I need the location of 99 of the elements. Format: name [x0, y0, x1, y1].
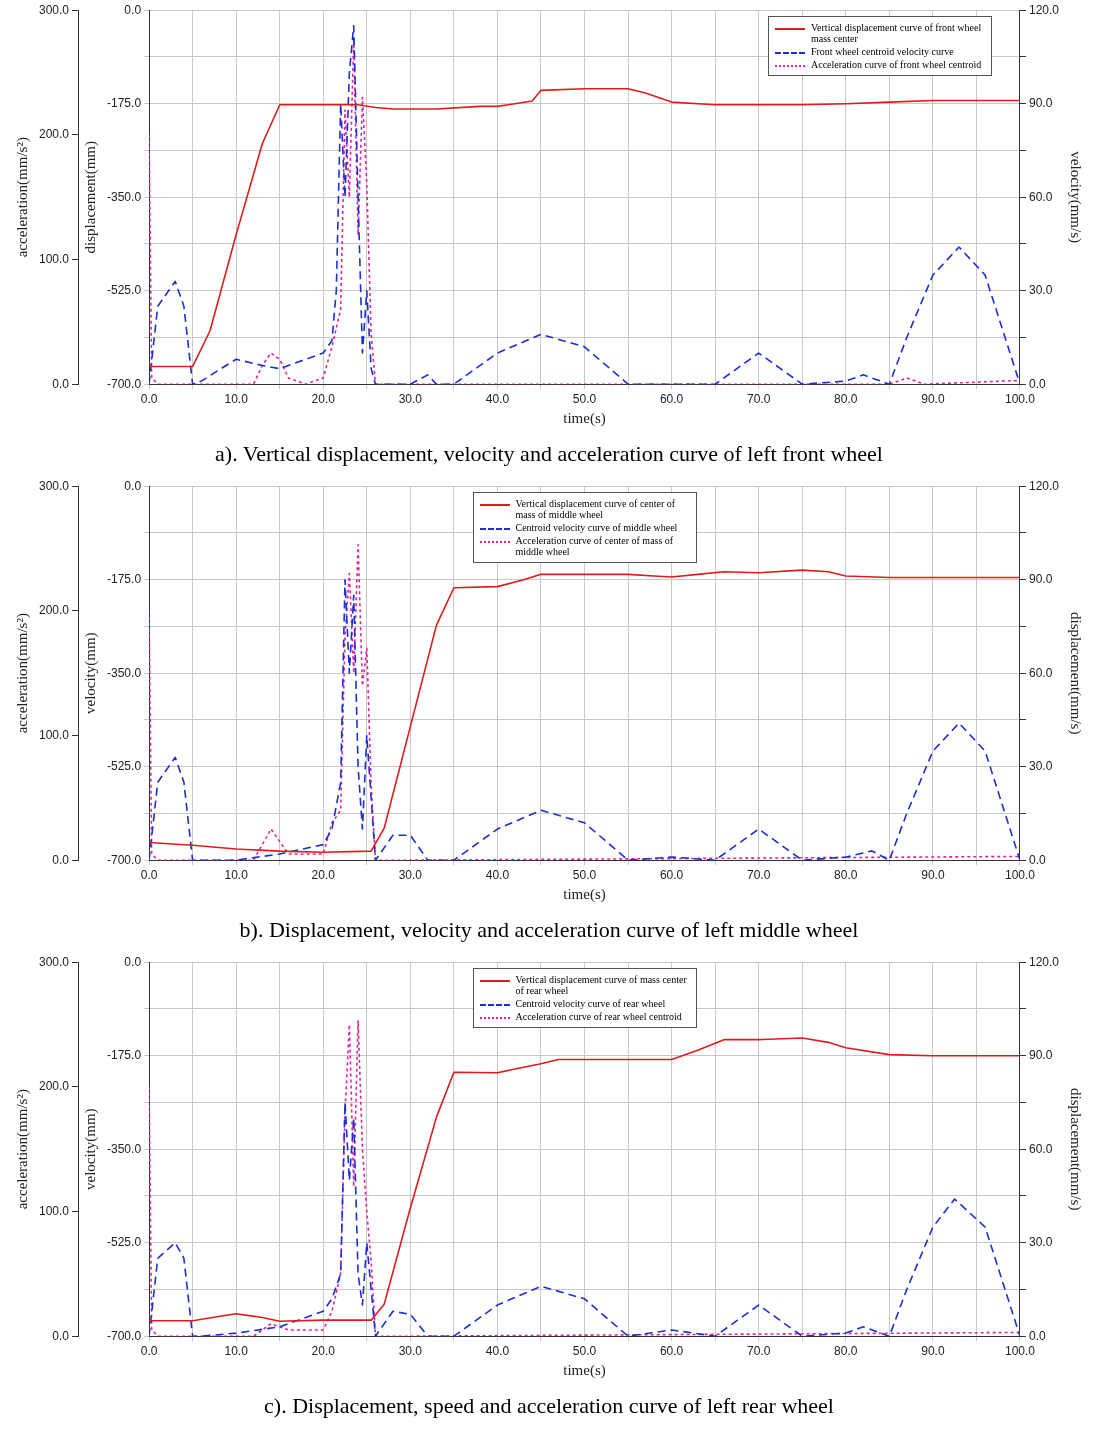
x-tick-label: 100.0 [1004, 867, 1036, 882]
x-tick-label: 60.0 [659, 1343, 684, 1358]
text: a). Vertical displacement, velocity and acceleration curve of left front wheel [215, 440, 883, 466]
legend-label: Vertical displacement curve of front wheel mass center [810, 22, 983, 45]
y-axis-title: velocity(mm) [81, 632, 99, 715]
x-tick-label: 30.0 [398, 391, 423, 406]
y3-tick-label: 0.0 [52, 852, 70, 867]
y-tick-label: 0.0 [124, 2, 142, 17]
y2-tick-label: 120.0 [1028, 2, 1060, 17]
y-tick-label: 0.0 [124, 954, 142, 969]
x-tick-label: 90.0 [921, 1343, 945, 1358]
y-tick-label: -175.0 [107, 1048, 142, 1063]
legend-label: Centroid velocity curve of middle wheel [515, 522, 678, 534]
x-tick-label: 30.0 [398, 867, 423, 882]
y3-tick-label: 200.0 [39, 127, 70, 142]
x-tick-label: 40.0 [485, 391, 510, 406]
y-tick-label: -525.0 [107, 283, 142, 298]
y2-tick-label: 90.0 [1028, 96, 1053, 111]
x-tick-label: 80.0 [834, 391, 858, 406]
y-tick-label: 0.0 [124, 478, 142, 493]
y2-tick-label: 60.0 [1028, 189, 1053, 204]
y-tick-label: -700.0 [107, 852, 142, 867]
x-tick-label: 90.0 [921, 867, 945, 882]
y3-tick-label: 300.0 [39, 478, 70, 493]
x-tick-label: 40.0 [485, 867, 510, 882]
y2-tick-label: 30.0 [1028, 759, 1053, 774]
y-tick-label: -350.0 [107, 1141, 142, 1156]
y2-axis-title: displacement(mm/s) [1067, 1087, 1085, 1211]
x-axis-title: time(s) [563, 1361, 606, 1379]
x-tick-label: 50.0 [572, 1343, 597, 1358]
legend-label: Vertical displacement curve of mass center of rear wheel [515, 974, 688, 997]
legend-label: Acceleration curve of front wheel centroid [810, 59, 982, 71]
x-tick-label: 60.0 [659, 391, 684, 406]
y3-axis-title: acceleration(mm/s²) [13, 137, 31, 258]
y2-axis-title: displacement(mm/s) [1067, 611, 1085, 735]
y-tick-label: -700.0 [107, 376, 142, 391]
y2-tick-label: 120.0 [1028, 954, 1060, 969]
y3-tick-label: 100.0 [39, 251, 70, 266]
x-axis-title: time(s) [563, 885, 606, 903]
x-tick-label: 70.0 [747, 391, 771, 406]
x-axis-title: time(s) [563, 409, 606, 427]
y3-axis-title: acceleration(mm/s²) [13, 1089, 31, 1210]
x-tick-label: 60.0 [659, 867, 684, 882]
x-tick-label: 0.0 [140, 867, 158, 882]
y2-tick-label: 60.0 [1028, 1141, 1053, 1156]
y-axis-title: velocity(mm) [81, 1108, 99, 1191]
y2-tick-label: 30.0 [1028, 283, 1053, 298]
y2-tick-label: 90.0 [1028, 572, 1053, 587]
y-tick-label: -700.0 [107, 1328, 142, 1343]
legend-label: Centroid velocity curve of rear wheel [515, 998, 666, 1010]
y2-tick-label: 30.0 [1028, 1235, 1053, 1250]
y3-tick-label: 100.0 [39, 1203, 70, 1218]
y3-tick-label: 200.0 [39, 603, 70, 618]
legend-label: Acceleration curve of center of mass of middle wheel [515, 535, 675, 558]
x-tick-label: 10.0 [224, 391, 249, 406]
x-tick-label: 100.0 [1004, 1343, 1036, 1358]
y3-axis-title: acceleration(mm/s²) [13, 613, 31, 734]
y3-tick-label: 200.0 [39, 1079, 70, 1094]
y-axis-title: displacement(mm) [81, 140, 99, 254]
legend-label: Acceleration curve of rear wheel centroid [515, 1011, 682, 1023]
y-tick-label: -350.0 [107, 665, 142, 680]
y3-tick-label: 0.0 [52, 376, 70, 391]
x-tick-label: 0.0 [140, 1343, 158, 1358]
y2-tick-label: 0.0 [1028, 376, 1046, 391]
x-tick-label: 40.0 [485, 1343, 510, 1358]
x-tick-label: 10.0 [224, 1343, 249, 1358]
y-tick-label: -350.0 [107, 189, 142, 204]
y2-tick-label: 0.0 [1028, 852, 1046, 867]
x-tick-label: 100.0 [1004, 391, 1036, 406]
text: c). Displacement, speed and acceleration curve of left rear wheel [264, 1392, 834, 1418]
x-tick-label: 50.0 [572, 867, 597, 882]
x-tick-label: 0.0 [140, 391, 158, 406]
x-tick-label: 30.0 [398, 1343, 423, 1358]
y3-tick-label: 100.0 [39, 727, 70, 742]
x-tick-label: 20.0 [311, 867, 336, 882]
x-tick-label: 80.0 [834, 1343, 858, 1358]
y3-tick-label: 300.0 [39, 954, 70, 969]
y2-tick-label: 90.0 [1028, 1048, 1053, 1063]
x-tick-label: 90.0 [921, 391, 945, 406]
text: b). Displacement, velocity and acceleration curve of left middle wheel [239, 916, 859, 942]
y2-axis-title: velocity(mm/s) [1067, 151, 1085, 244]
x-tick-label: 70.0 [747, 1343, 771, 1358]
y2-tick-label: 60.0 [1028, 665, 1053, 680]
x-tick-label: 20.0 [311, 391, 336, 406]
y2-tick-label: 120.0 [1028, 478, 1060, 493]
x-tick-label: 20.0 [311, 1343, 336, 1358]
x-tick-label: 80.0 [834, 867, 858, 882]
y-tick-label: -175.0 [107, 572, 142, 587]
legend-label: Vertical displacement curve of center of mass of middle wheel [515, 498, 677, 521]
y3-tick-label: 300.0 [39, 2, 70, 17]
legend-label: Front wheel centroid velocity curve [810, 46, 954, 58]
x-tick-label: 70.0 [747, 867, 771, 882]
y-tick-label: -525.0 [107, 759, 142, 774]
y-tick-label: -525.0 [107, 1235, 142, 1250]
x-tick-label: 50.0 [572, 391, 597, 406]
y-tick-label: -175.0 [107, 96, 142, 111]
y3-tick-label: 0.0 [52, 1328, 70, 1343]
x-tick-label: 10.0 [224, 867, 249, 882]
y2-tick-label: 0.0 [1028, 1328, 1046, 1343]
